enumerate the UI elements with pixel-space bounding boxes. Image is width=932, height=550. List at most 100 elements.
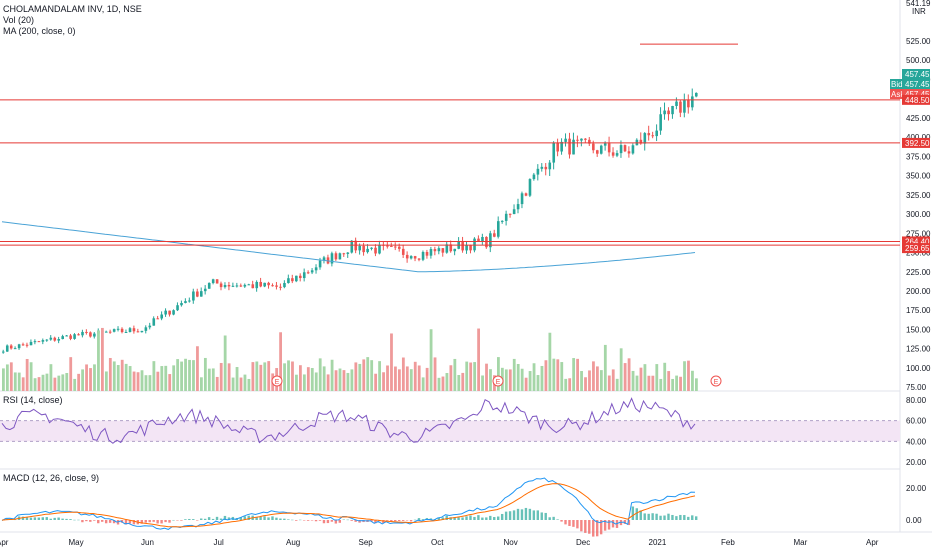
candle-body [390,246,393,248]
candle-body [588,139,591,144]
price-scale[interactable]: 541.19INR525.00500.00475.00425.00400.003… [906,0,931,525]
candle-body [516,204,520,210]
volume-bar [227,363,231,391]
macd-histogram-bar [687,516,690,520]
candle-body [493,233,496,237]
macd-histogram-bar [489,515,492,520]
volume-legend[interactable]: Vol (20) [3,15,34,26]
volume-bar [473,362,477,391]
volume-bar [433,357,437,391]
rsi-legend[interactable]: RSI (14, close) [3,395,63,406]
macd-histogram-bar [409,520,413,522]
macd-histogram-bar [295,520,298,521]
volume-bar [346,372,350,391]
volume-bar [390,333,393,391]
candle-body [104,331,108,333]
volume-bar [61,374,65,391]
macd-histogram-bar [477,515,480,520]
macd-histogram-bar [73,519,76,521]
volume-bar [358,363,362,391]
volume-bar [532,363,536,391]
macd-histogram-bar [283,518,286,520]
candle-body [576,139,579,141]
macd-histogram-bar [457,517,460,520]
volume-bar [623,363,627,391]
volume-bar [560,362,564,391]
macd-histogram-bar [512,510,516,520]
macd-histogram-bar [655,513,658,520]
volume-bar [504,369,508,391]
macd-histogram-bar [623,520,627,524]
volume-bar [299,365,302,391]
volume-bar [338,368,342,391]
candle-body [520,193,524,205]
rsi-pane[interactable] [0,397,900,444]
ma-legend[interactable]: MA (200, close, 0) [3,26,76,37]
volume-bar [176,359,180,391]
macd-histogram-bar [223,515,227,520]
candle-body [2,351,5,353]
candle-body [124,331,128,333]
macd-histogram-bar [481,517,484,520]
candle-body [184,301,187,304]
time-tick: Jun [141,538,154,547]
candle-body [556,142,559,152]
candle-body [564,138,567,142]
price-tick: 150.00 [906,325,931,334]
candle-body [295,275,298,282]
volume-bar [57,375,61,391]
macd-histogram-bar [101,520,104,522]
candle-body [599,145,603,154]
candle-body [168,310,171,315]
macd-histogram-bar [647,513,650,520]
candle-body [350,240,354,253]
macd-indicator-label: MACD (12, 26, close, 9) [3,473,100,483]
volume-bar [101,327,104,391]
time-scale[interactable]: Apr May Jun Jul Aug Sep Oct Nov Dec 2021 Feb Mar Apr [0,538,879,547]
volume-bar [683,361,686,391]
candle-body [41,340,45,342]
candle-body [667,110,670,115]
volume-bar [29,362,33,391]
candle-body [338,253,342,260]
macd-histogram-bar [611,520,615,528]
bid-price-label: 457.45 [905,80,930,89]
macd-histogram-bar [651,513,654,520]
price-tick: 325.00 [906,191,931,200]
candle-body [465,245,468,251]
candle-body [108,331,112,333]
candle-body [160,314,163,319]
volume-bar [120,359,124,391]
symbol-legend[interactable]: CHOLAMANDALAM INV, 1D, NSE [3,4,142,15]
macd-histogram-bar [144,520,147,523]
candle-body [188,300,191,302]
macd-histogram-bar [596,520,599,537]
candle-body [358,245,361,251]
candle-body [362,245,365,253]
volume-bar [437,377,441,391]
last-price-label-bg [902,69,930,79]
volume-bar [394,366,397,391]
macd-histogram-bar [81,520,84,523]
candle-body [394,246,397,248]
volume-bar [2,368,5,391]
time-tick: Feb [721,538,735,547]
volume-bar [663,362,667,391]
macd-histogram-bar [267,517,270,520]
candle-body [374,247,377,254]
macd-histogram-bar [192,519,195,520]
candle-body [540,166,544,169]
volume-bar [215,376,219,391]
volume-bar [41,374,45,391]
candle-body [128,328,132,332]
candle-body [631,145,635,154]
macd-histogram-bar [89,520,92,522]
macd-legend[interactable]: MACD (12, 26, close, 9) [3,473,99,484]
price-tick: 541.19 [906,0,931,8]
macd-histogram-bar [346,519,349,521]
volume-bar [326,374,330,391]
macd-pane[interactable] [1,477,698,537]
macd-histogram-bar [29,517,33,520]
